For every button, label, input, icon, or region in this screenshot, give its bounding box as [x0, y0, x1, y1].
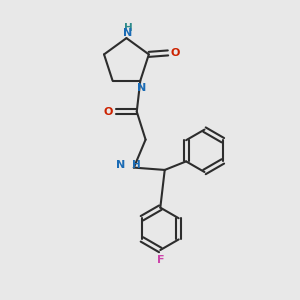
Text: N: N: [123, 28, 133, 38]
Text: N: N: [116, 160, 125, 170]
Text: O: O: [170, 48, 180, 58]
Text: O: O: [104, 106, 113, 117]
Text: F: F: [157, 255, 164, 265]
Text: H: H: [132, 160, 141, 170]
Text: H: H: [124, 23, 132, 33]
Text: N: N: [137, 83, 146, 93]
